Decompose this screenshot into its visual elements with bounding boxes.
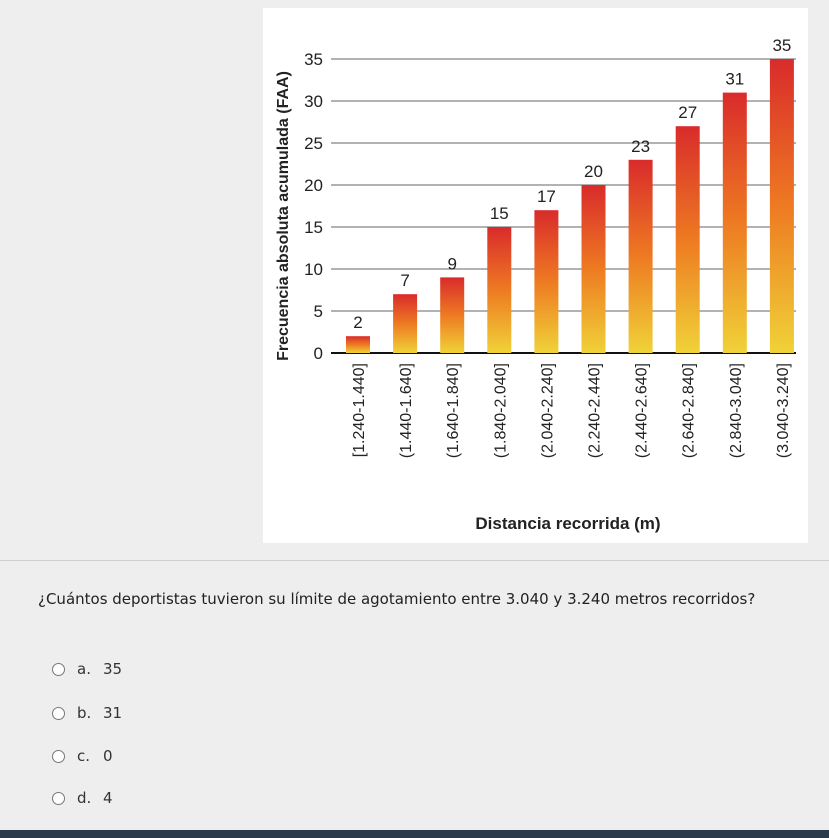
bar (346, 336, 370, 353)
radio-button[interactable] (52, 706, 65, 720)
bar-value-label: 27 (678, 103, 697, 122)
y-tick-label: 30 (304, 92, 323, 111)
radio-button[interactable] (52, 749, 65, 763)
bar-value-label: 15 (490, 204, 509, 223)
option-letter: a. (77, 660, 91, 678)
bar (440, 277, 465, 353)
x-tick-label: [1.240-1.440] (351, 363, 368, 457)
option-a[interactable]: a. 35 (52, 659, 122, 679)
x-tick-label: (2.840-3.040] (728, 363, 745, 458)
y-axis-ticks: 0 5 10 15 20 25 30 35 (304, 50, 323, 363)
option-value: 35 (103, 660, 123, 678)
y-tick-label: 25 (304, 134, 323, 153)
x-tick-label: (1.840-2.040] (492, 363, 509, 458)
option-c[interactable]: c. 0 (52, 746, 113, 766)
bar-value-label: 2 (353, 313, 362, 332)
x-tick-label: (2.240-2.440] (587, 363, 604, 458)
bottom-bar (0, 830, 829, 838)
divider (0, 560, 829, 561)
x-axis-ticks: [1.240-1.440] (1.440-1.640] (1.640-1.840] (… (351, 363, 792, 458)
x-tick-label: (1.640-1.840] (445, 363, 462, 458)
bar (393, 294, 418, 353)
question-text: ¿Cuántos deportistas tuvieron su límite … (38, 590, 756, 608)
option-b[interactable]: b. 31 (52, 703, 122, 723)
y-tick-label: 0 (314, 344, 323, 363)
y-tick-label: 5 (314, 302, 323, 321)
bar-value-label: 23 (631, 137, 650, 156)
y-tick-label: 20 (304, 176, 323, 195)
y-tick-label: 10 (304, 260, 323, 279)
bar (769, 59, 794, 353)
bar (581, 185, 606, 353)
x-tick-label: (2.640-2.840] (681, 363, 698, 458)
bar-value-label: 17 (537, 187, 556, 206)
bar-value-label: 31 (725, 70, 744, 89)
option-value: 4 (103, 789, 113, 807)
option-letter: c. (77, 747, 91, 765)
radio-button[interactable] (52, 662, 65, 676)
bar (534, 210, 559, 353)
option-letter: b. (77, 704, 92, 722)
bar-value-label: 35 (772, 36, 791, 55)
x-axis-label: Distancia recorrida (m) (475, 514, 660, 533)
bars (346, 59, 794, 353)
bar-value-label: 7 (400, 271, 409, 290)
bar (487, 227, 512, 353)
bar (628, 159, 653, 353)
x-tick-label: (1.440-1.640] (398, 363, 415, 458)
option-letter: d. (77, 789, 92, 807)
option-value: 0 (103, 747, 113, 765)
bar (675, 126, 700, 353)
bar-value-label: 20 (584, 162, 603, 181)
y-axis-label: Frecuencia absoluta acumulada (FAA) (275, 71, 292, 361)
chart-panel: 0 5 10 15 20 25 30 35 2 7 9 15 17 20 23 27 31 35 [1.240-… (263, 8, 808, 543)
x-tick-label: (2.040-2.240] (539, 363, 556, 458)
option-d[interactable]: d. 4 (52, 788, 113, 808)
x-tick-label: (3.040-3.240] (775, 363, 792, 458)
x-tick-label: (2.440-2.640] (634, 363, 651, 458)
radio-button[interactable] (52, 791, 65, 805)
option-value: 31 (103, 704, 123, 722)
y-tick-label: 35 (304, 50, 323, 69)
y-tick-label: 15 (304, 218, 323, 237)
bar-value-label: 9 (447, 254, 456, 273)
bar (722, 92, 747, 353)
